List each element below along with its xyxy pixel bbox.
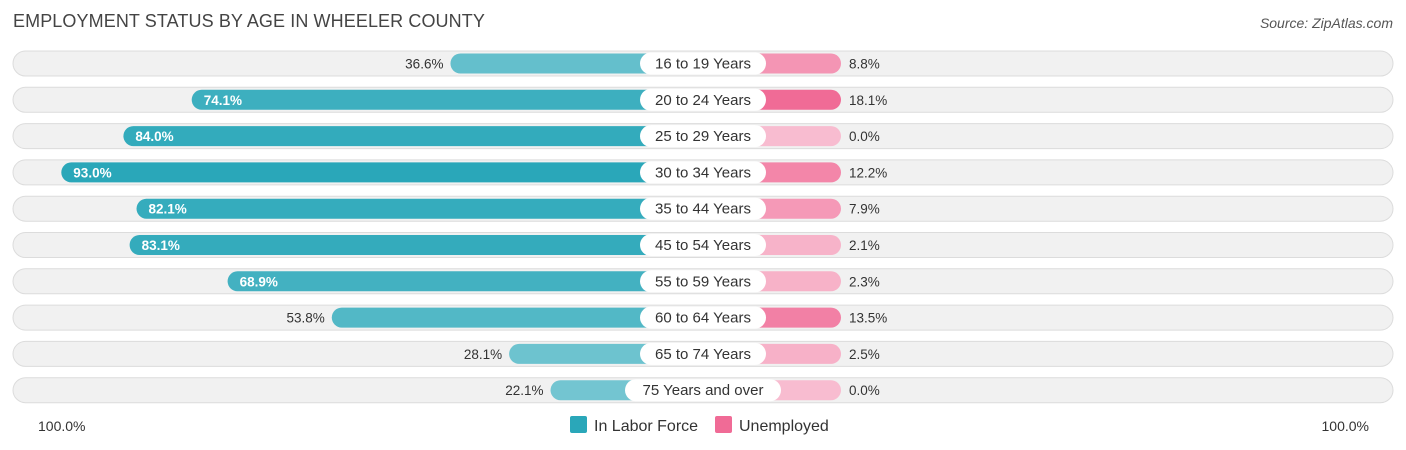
- value-label-unemployed: 12.2%: [849, 165, 887, 180]
- axis-label-left: 100.0%: [38, 418, 85, 434]
- value-label-in-labor-force: 36.6%: [405, 57, 443, 72]
- value-label-in-labor-force: 84.0%: [135, 129, 173, 144]
- value-label-in-labor-force: 93.0%: [73, 165, 111, 180]
- category-label: 45 to 54 Years: [655, 237, 751, 254]
- category-pill: [640, 88, 766, 111]
- value-label-in-labor-force: 82.1%: [149, 202, 187, 217]
- category-pill: [640, 125, 766, 148]
- category-pill: [640, 197, 766, 220]
- value-label-unemployed: 2.1%: [849, 238, 880, 253]
- category-label: 16 to 19 Years: [655, 56, 751, 73]
- axis-label-right: 100.0%: [1322, 418, 1369, 434]
- bar-in-labor-force: [331, 307, 703, 328]
- value-label-in-labor-force: 22.1%: [505, 383, 543, 398]
- category-pill: [625, 379, 781, 402]
- bar-in-labor-force: [191, 89, 703, 110]
- bar-in-labor-force: [123, 126, 703, 147]
- value-label-in-labor-force: 53.8%: [286, 311, 324, 326]
- category-pill: [640, 234, 766, 256]
- category-pill: [640, 342, 766, 365]
- value-label-in-labor-force: 74.1%: [204, 93, 242, 108]
- legend-label-in-labor-force: In Labor Force: [594, 418, 698, 435]
- bar-in-labor-force: [227, 271, 703, 292]
- value-label-in-labor-force: 28.1%: [464, 347, 502, 362]
- category-label: 65 to 74 Years: [655, 346, 751, 363]
- category-label: 30 to 34 Years: [655, 164, 751, 181]
- category-pill: [640, 270, 766, 293]
- value-label-unemployed: 2.3%: [849, 274, 880, 289]
- value-label-in-labor-force: 83.1%: [142, 238, 180, 253]
- legend-label-unemployed: Unemployed: [739, 418, 829, 435]
- value-label-unemployed: 13.5%: [849, 311, 887, 326]
- value-label-unemployed: 0.0%: [849, 383, 880, 398]
- value-label-unemployed: 18.1%: [849, 93, 887, 108]
- category-label: 55 to 59 Years: [655, 273, 751, 290]
- value-label-in-labor-force: 68.9%: [240, 274, 278, 289]
- legend-swatch-unemployed: [715, 416, 732, 433]
- category-label: 35 to 44 Years: [655, 201, 751, 218]
- value-label-unemployed: 7.9%: [849, 202, 880, 217]
- value-label-unemployed: 2.5%: [849, 347, 880, 362]
- category-label: 25 to 29 Years: [655, 128, 751, 145]
- bar-in-labor-force: [450, 53, 703, 74]
- chart-title: EMPLOYMENT STATUS BY AGE IN WHEELER COUN…: [13, 11, 485, 31]
- bar-in-labor-force: [129, 235, 704, 255]
- category-pill: [640, 306, 766, 329]
- value-label-unemployed: 8.8%: [849, 57, 880, 72]
- legend-swatch-in-labor-force: [570, 416, 587, 433]
- category-label: 20 to 24 Years: [655, 92, 751, 109]
- category-pill: [640, 52, 766, 75]
- category-label: 60 to 64 Years: [655, 310, 751, 327]
- value-label-unemployed: 0.0%: [849, 129, 880, 144]
- category-label: 75 Years and over: [643, 382, 764, 399]
- category-pill: [640, 161, 766, 184]
- bar-in-labor-force: [61, 162, 704, 183]
- bar-in-labor-force: [136, 198, 703, 219]
- source-label: Source: ZipAtlas.com: [1259, 15, 1393, 31]
